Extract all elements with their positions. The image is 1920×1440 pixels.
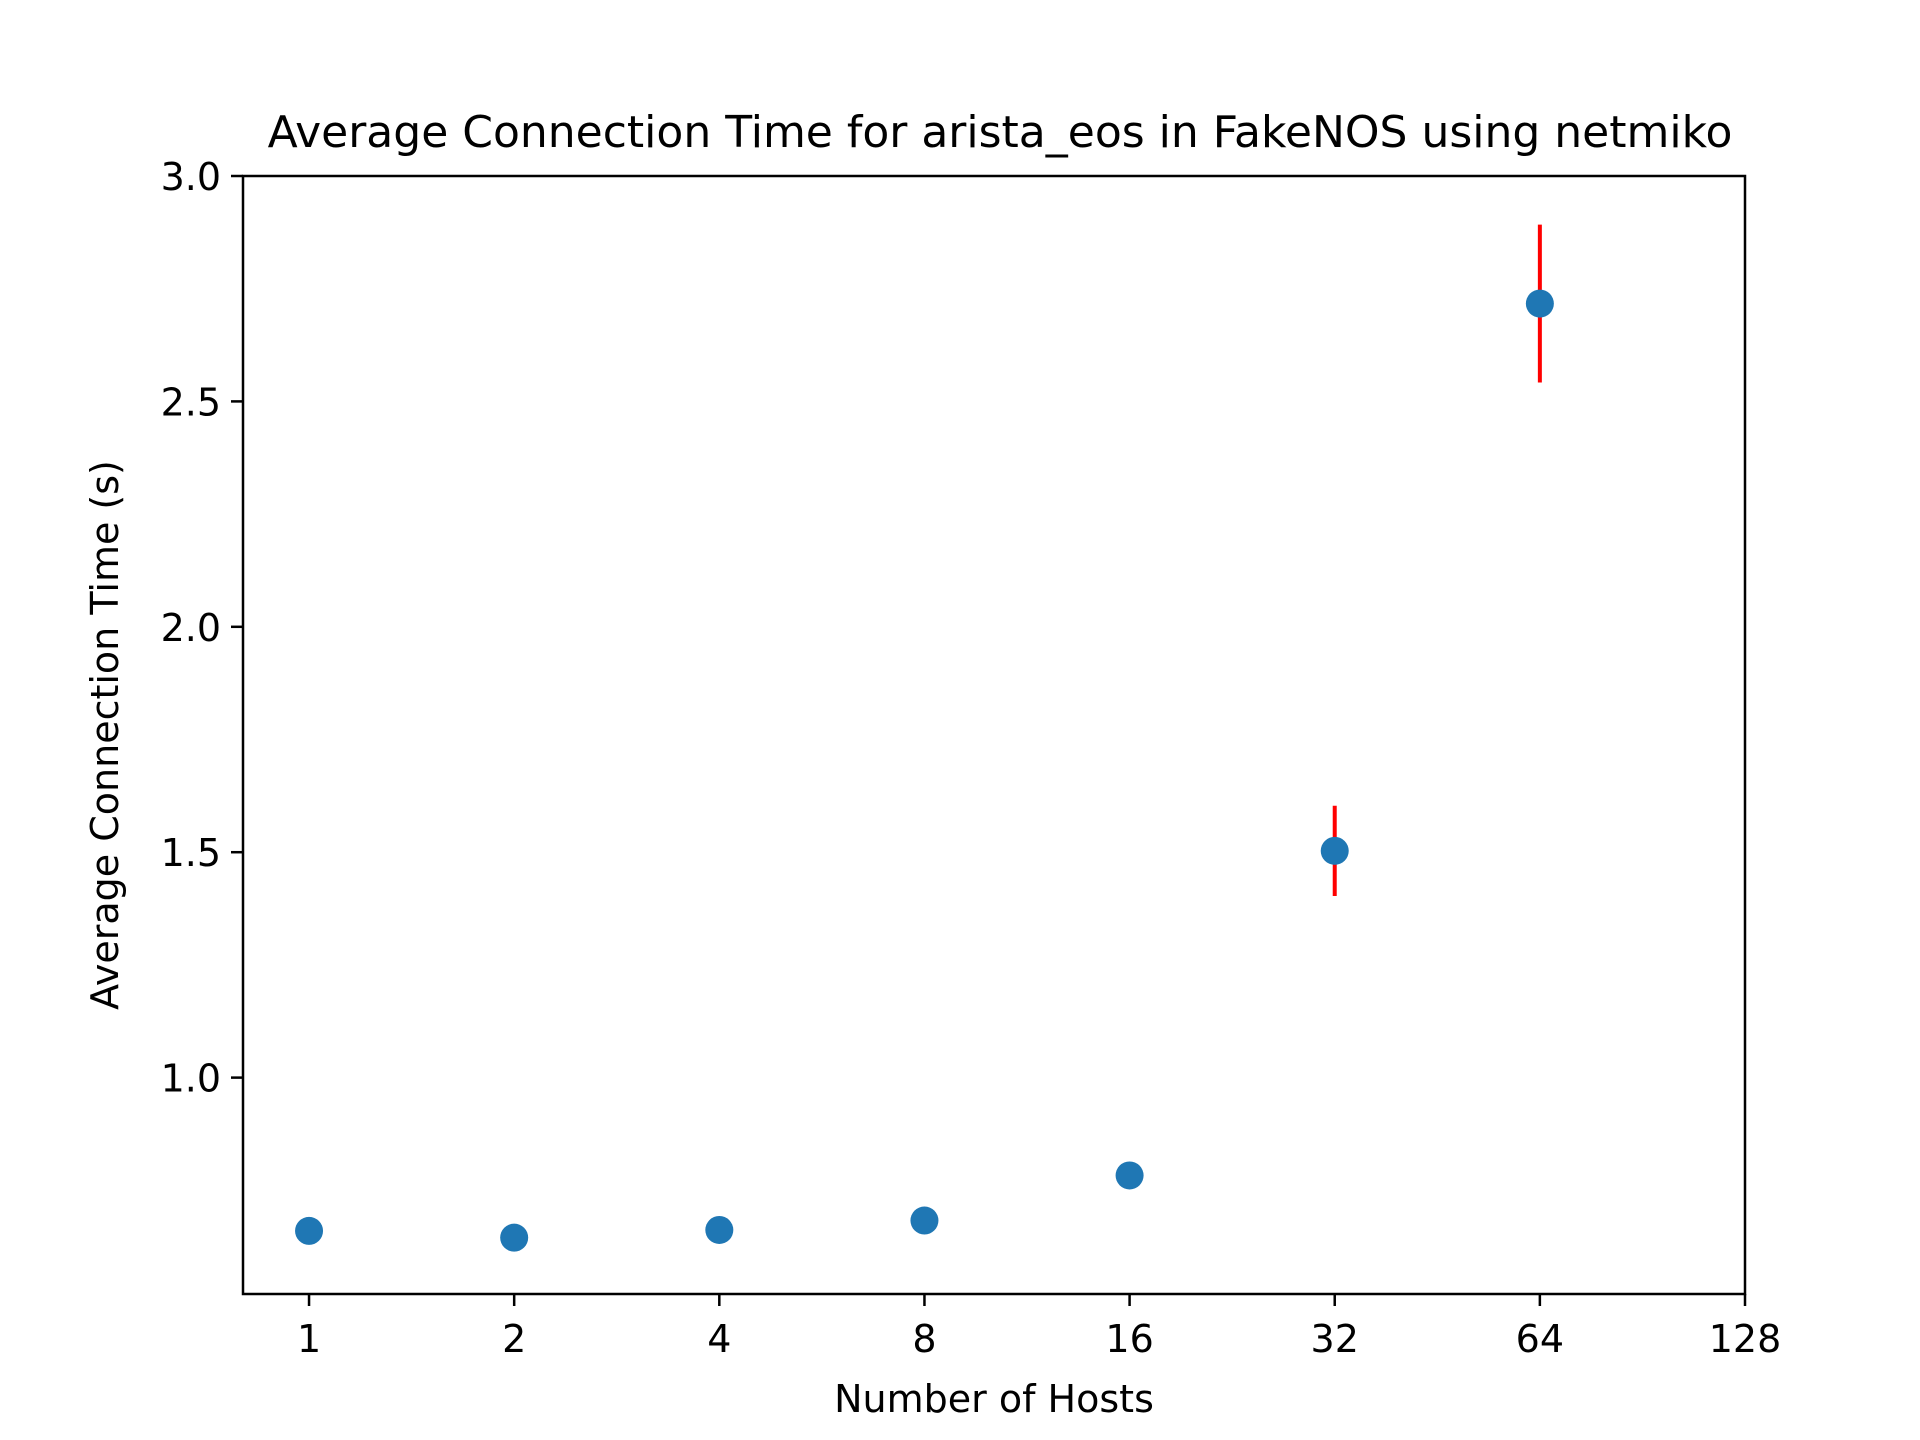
x-tick-label: 8 [912,1317,936,1361]
data-point [1115,1161,1144,1190]
x-tick-label: 1 [297,1317,321,1361]
x-axis-label: Number of Hosts [834,1377,1154,1421]
x-tick-label: 128 [1709,1317,1782,1361]
data-point [910,1206,939,1235]
y-tick-label: 2.0 [161,606,221,650]
y-tick-label: 3.0 [161,155,221,199]
data-point [1320,836,1349,865]
y-axis: 1.0 1.5 2.0 2.5 3.0 [161,155,243,1101]
x-tick-label: 2 [502,1317,526,1361]
x-tick-label: 32 [1311,1317,1359,1361]
data-point [1525,289,1554,318]
x-axis: 1 2 4 8 16 32 64 128 [297,1294,1781,1361]
axes-frame [241,174,1747,1296]
y-axis-label: Average Connection Time (s) [83,460,127,1010]
x-tick-label: 4 [707,1317,731,1361]
data-point [295,1216,324,1245]
x-tick-label: 64 [1516,1317,1564,1361]
plot-area [295,224,1554,1252]
x-tick-label: 16 [1105,1317,1153,1361]
y-tick-label: 2.5 [161,380,221,424]
y-tick-label: 1.0 [161,1057,221,1101]
data-point [705,1215,734,1244]
y-tick-label: 1.5 [161,831,221,875]
chart-title: Average Connection Time for arista_eos i… [268,107,1733,158]
data-point [500,1223,529,1252]
